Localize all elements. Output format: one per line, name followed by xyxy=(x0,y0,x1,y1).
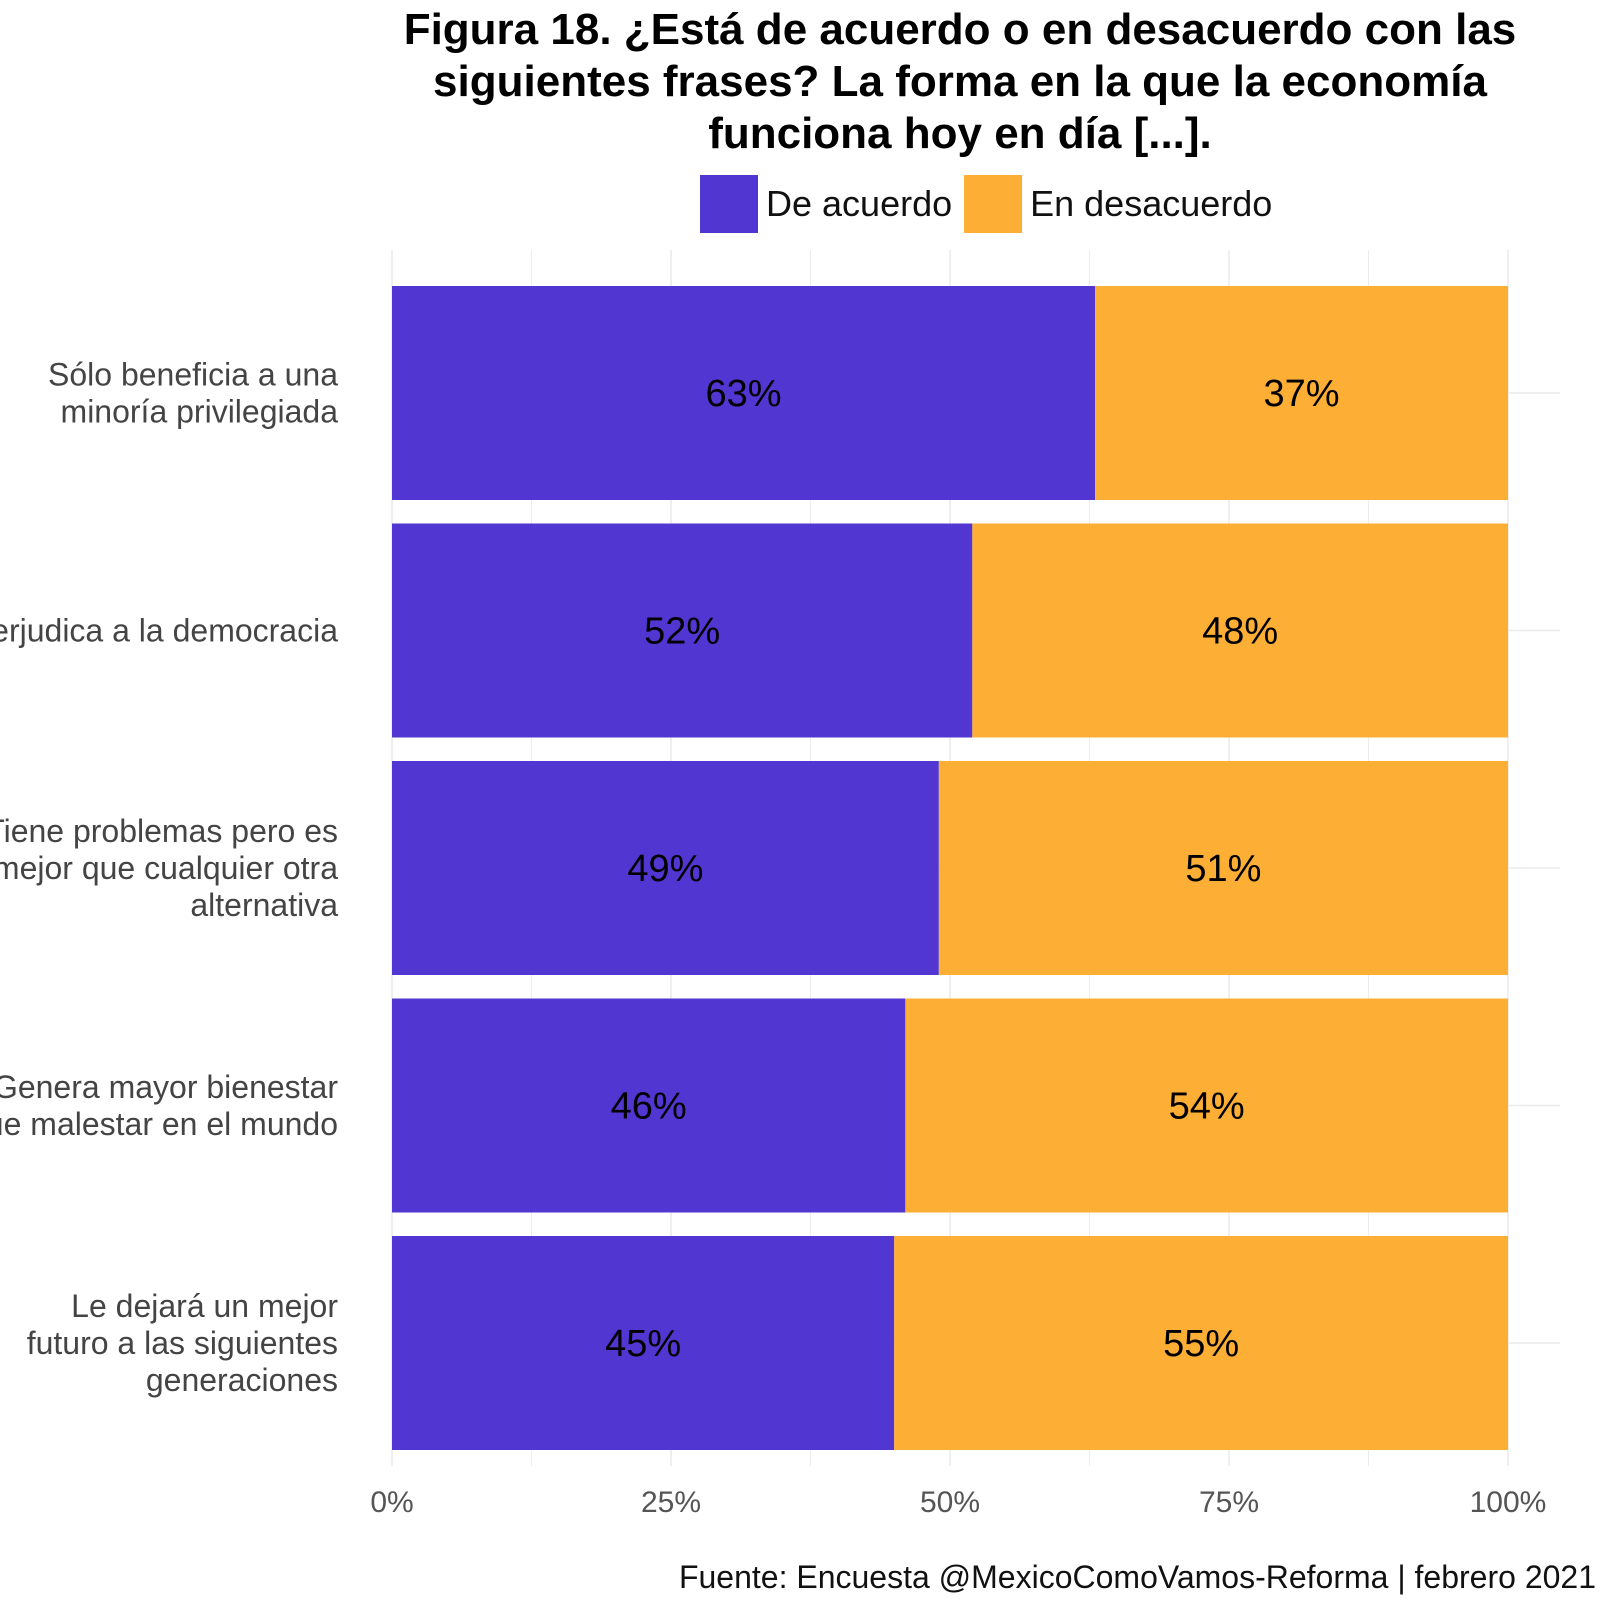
bar-de-acuerdo-0 xyxy=(392,286,1096,500)
y-tick-label: que malestar en el mundo xyxy=(0,1106,338,1142)
legend-item-de-acuerdo: De acuerdo xyxy=(700,175,952,233)
bar-en-desacuerdo-2 xyxy=(938,761,1508,975)
data-label: 52% xyxy=(644,611,720,653)
data-label: 63% xyxy=(706,373,782,415)
data-labels: 63% 37% 52% 48% 49% 51% 46% 54% 45% 55% xyxy=(605,373,1340,1365)
data-label: 54% xyxy=(1169,1086,1245,1128)
y-tick-label: Tiene problemas pero es xyxy=(0,813,338,849)
bar-en-desacuerdo-4 xyxy=(894,1236,1508,1450)
y-tick-label: minoría privilegiada xyxy=(61,394,339,430)
x-tick-label: 50% xyxy=(920,1486,980,1519)
data-label: 37% xyxy=(1264,373,1340,415)
bar-de-acuerdo-4 xyxy=(392,1236,895,1450)
source-note: Fuente: Encuesta @MexicoComoVamos-Reform… xyxy=(678,1559,1596,1595)
y-tick-label: Perjudica a la democracia xyxy=(0,613,338,649)
y-tick-label: generaciones xyxy=(146,1362,338,1398)
legend: De acuerdo En desacuerdo xyxy=(700,175,1284,233)
y-tick-label: mejor que cualquier otra xyxy=(0,850,338,886)
legend-swatch-en-desacuerdo xyxy=(964,175,1023,233)
data-label: 55% xyxy=(1163,1323,1239,1365)
x-axis: 0% 25% 50% 75% 100% xyxy=(370,1486,1546,1519)
bar-en-desacuerdo-3 xyxy=(905,998,1508,1213)
legend-item-en-desacuerdo: En desacuerdo xyxy=(964,175,1272,233)
bars xyxy=(392,286,1508,1450)
y-tick-label: Genera mayor bienestar xyxy=(0,1069,338,1105)
x-tick-label: 75% xyxy=(1199,1486,1259,1519)
chart-title: Figura 18. ¿Está de acuerdo o en desacue… xyxy=(403,5,1517,158)
bar-de-acuerdo-1 xyxy=(392,523,973,738)
legend-label-en-desacuerdo: En desacuerdo xyxy=(1030,183,1273,224)
data-label: 46% xyxy=(611,1086,687,1128)
y-tick-label: alternativa xyxy=(190,887,338,923)
x-tick-label: 100% xyxy=(1470,1486,1547,1519)
x-tick-label: 0% xyxy=(370,1486,413,1519)
x-tick-label: 25% xyxy=(641,1486,701,1519)
data-label: 48% xyxy=(1202,611,1278,653)
y-tick-label: futuro a las siguientes xyxy=(27,1325,338,1361)
data-label: 45% xyxy=(605,1323,681,1365)
data-label: 51% xyxy=(1185,848,1261,890)
y-tick-label: Sólo beneficia a una xyxy=(48,357,338,393)
y-tick-label: Le dejará un mejor xyxy=(71,1288,338,1324)
bar-de-acuerdo-2 xyxy=(392,761,939,975)
data-label: 49% xyxy=(627,848,703,890)
bar-de-acuerdo-3 xyxy=(392,998,906,1213)
bar-en-desacuerdo-0 xyxy=(1095,286,1508,500)
legend-swatch-de-acuerdo xyxy=(700,175,758,233)
bar-en-desacuerdo-1 xyxy=(972,523,1508,738)
legend-label-de-acuerdo: De acuerdo xyxy=(766,183,953,224)
